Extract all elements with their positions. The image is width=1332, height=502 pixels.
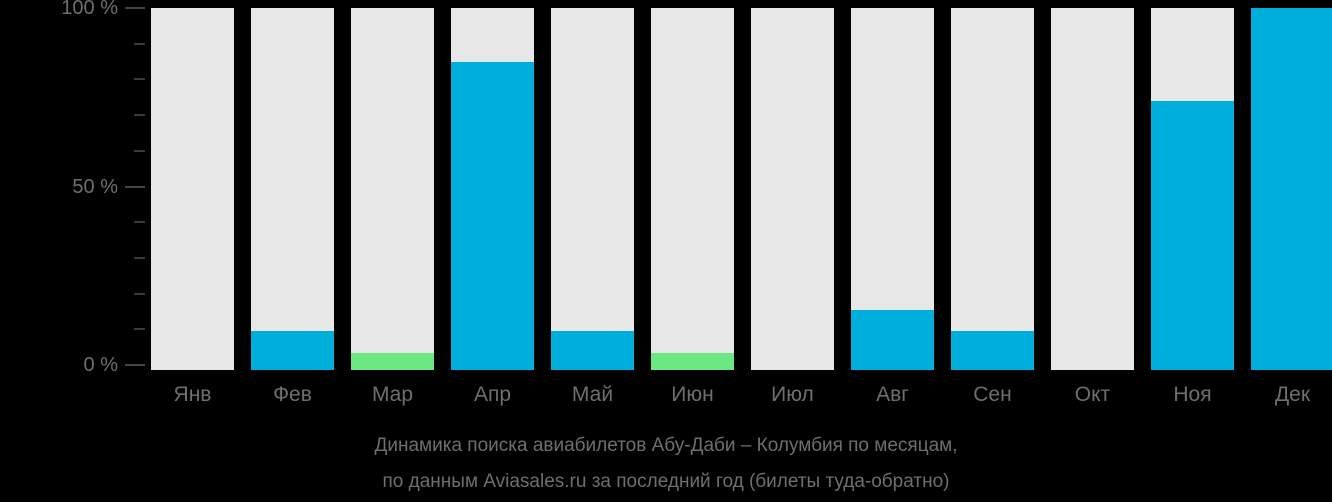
y-tick-label: 0 % — [83, 354, 118, 376]
bar-group-окт[interactable] — [1051, 8, 1134, 370]
bar-group-апр[interactable] — [451, 8, 534, 370]
y-axis: 100 % 50 % 0 % — [0, 0, 151, 502]
caption-line-1: Динамика поиска авиабилетов Абу-Даби – К… — [374, 435, 958, 456]
x-label-фев: Фев — [273, 383, 312, 406]
bar-track — [851, 8, 934, 370]
bar-track — [1051, 8, 1134, 370]
y-tick-mark — [134, 78, 145, 81]
y-tick-label: 100 % — [61, 0, 118, 19]
plot-area — [151, 8, 1332, 370]
x-label-янв: Янв — [173, 383, 212, 406]
bar-group-ноя[interactable] — [1151, 8, 1234, 370]
y-tick-mark — [125, 185, 145, 188]
x-label-дек: Дек — [1274, 383, 1311, 406]
x-label-ноя: Ноя — [1173, 383, 1212, 406]
bar-group-июн[interactable] — [651, 8, 734, 370]
bar-fill — [251, 331, 334, 370]
bar-fill — [1151, 100, 1234, 370]
bar-group-янв[interactable] — [151, 8, 234, 370]
bar-group-фев[interactable] — [251, 8, 334, 370]
bar-track — [551, 8, 634, 370]
x-label-апр: Апр — [473, 383, 512, 406]
bar-group-дек[interactable] — [1251, 8, 1332, 370]
bar-track — [651, 8, 734, 370]
bar-track — [251, 8, 334, 370]
bar-group-июл[interactable] — [751, 8, 834, 370]
y-tick-mark — [134, 42, 145, 45]
y-tick-mark — [134, 221, 145, 224]
bar-track — [151, 8, 234, 370]
chart-caption: Динамика поиска авиабилетов Абу-Даби – К… — [0, 428, 1332, 500]
x-axis: Янв Фев Мар Апр Май Июн Июл Авг Сен Окт Ноя Дек — [0, 370, 1332, 422]
bar-track — [751, 8, 834, 370]
y-tick-mark — [134, 149, 145, 152]
y-tick-label: 50 % — [72, 175, 118, 198]
x-label-июн: Июн — [671, 383, 714, 406]
bar-group-май[interactable] — [551, 8, 634, 370]
y-tick-mark — [134, 256, 145, 259]
bar-group-сен[interactable] — [951, 8, 1034, 370]
bar-fill — [551, 331, 634, 370]
y-tick-mark — [134, 328, 145, 331]
x-label-май: Май — [571, 383, 614, 406]
bar-group-авг[interactable] — [851, 8, 934, 370]
x-label-мар: Мар — [371, 383, 414, 406]
x-label-окт: Окт — [1074, 383, 1111, 406]
bar-track — [951, 8, 1034, 370]
x-label-июл: Июл — [771, 383, 814, 406]
bar-fill — [851, 309, 934, 370]
x-label-авг: Авг — [876, 383, 909, 406]
y-tick-mark — [125, 7, 145, 9]
bar-fill — [451, 61, 534, 370]
x-label-сен: Сен — [973, 383, 1012, 406]
bar-group-мар[interactable] — [351, 8, 434, 370]
y-tick-mark — [134, 292, 145, 295]
bar-fill — [651, 352, 734, 370]
caption-line-2: по данным Aviasales.ru за последний год … — [382, 471, 950, 492]
y-tick-mark — [134, 114, 145, 117]
bar-fill — [351, 352, 434, 370]
y-tick-mark — [125, 364, 145, 366]
bar-fill — [1251, 8, 1332, 370]
bar-track — [351, 8, 434, 370]
bar-fill — [951, 331, 1034, 370]
